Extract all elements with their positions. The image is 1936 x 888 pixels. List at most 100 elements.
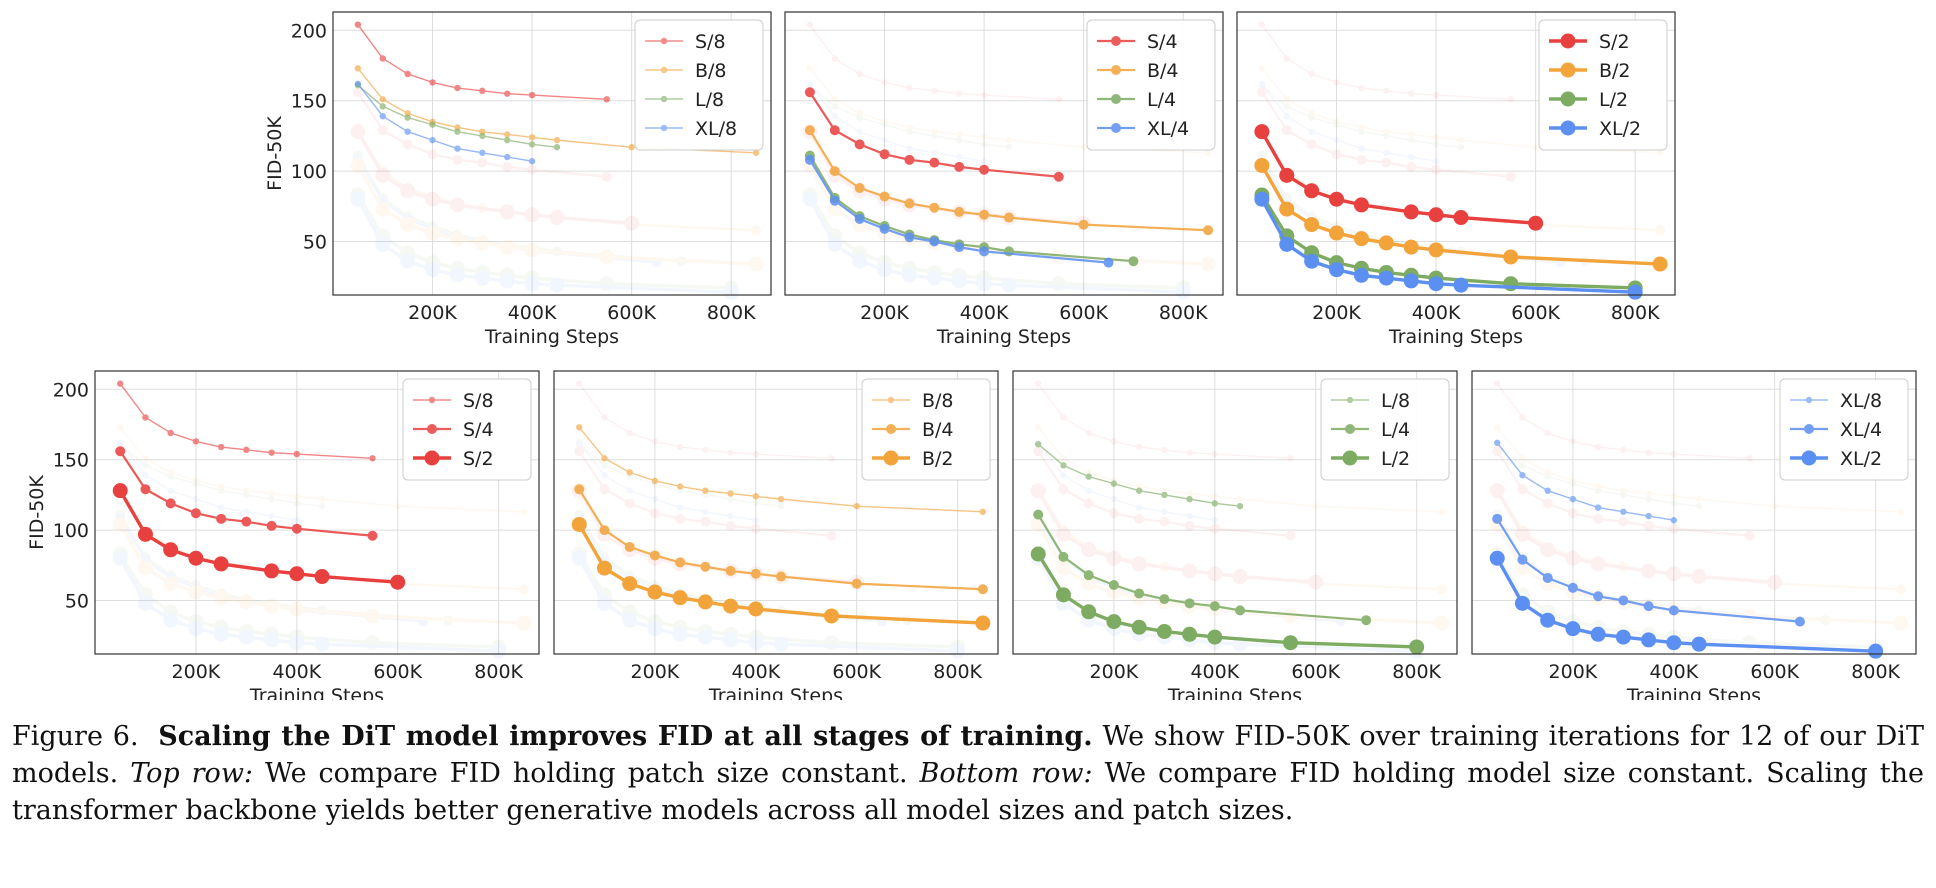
ghost-line (1496, 383, 1750, 459)
ghost-point (1258, 21, 1266, 28)
x-tick-label: 600K (832, 661, 881, 683)
ghost-point (394, 502, 401, 510)
ghost-point (601, 471, 608, 479)
plot-frame (1471, 370, 1917, 655)
data-point (289, 566, 305, 582)
data-point (1666, 635, 1682, 651)
data-point (1590, 626, 1606, 642)
x-tick-label: 600K (1750, 661, 1799, 683)
data-point (979, 164, 990, 175)
ghost-point (551, 246, 562, 257)
legend-marker (660, 124, 668, 132)
x-axis-label: Training Steps (1626, 685, 1761, 700)
ghost-point (1308, 114, 1315, 121)
x-tick-label: 600K (607, 302, 656, 324)
ghost-line (118, 557, 499, 653)
data-point (1593, 591, 1604, 602)
data-point (553, 136, 561, 144)
x-tick-label: 200K (172, 661, 221, 683)
x-tick-label: 400K (1190, 661, 1239, 683)
ghost-point (524, 207, 540, 223)
ghost-point (213, 590, 229, 606)
ghost-line (1495, 553, 1876, 649)
ghost-point (352, 125, 363, 136)
data-point (824, 608, 839, 624)
ghost-point (931, 149, 938, 156)
ghost-point (1256, 87, 1267, 98)
ghost-point (1494, 380, 1501, 387)
ghost-point (956, 136, 963, 144)
ghost-point (926, 270, 942, 286)
ghost-point (827, 201, 843, 217)
series-S-8 (354, 21, 610, 103)
data-point (879, 191, 890, 202)
plot-frame (94, 370, 540, 655)
legend-item (413, 424, 451, 434)
legend-label: S/8 (463, 390, 494, 412)
ghost-line (578, 442, 756, 521)
legend-item (872, 424, 910, 434)
data-point (829, 195, 840, 206)
data-point (1670, 517, 1678, 524)
ghost-point (622, 604, 638, 620)
ghost-point (1492, 484, 1503, 495)
ghost-point (748, 256, 764, 272)
ghost-point (1897, 508, 1905, 515)
data-point (528, 158, 536, 165)
ghost-point (1542, 498, 1553, 509)
ghost-point (1457, 136, 1465, 144)
ghost-point (1258, 80, 1266, 88)
ghost-point (1308, 110, 1315, 117)
data-point (1517, 554, 1528, 565)
data-point (750, 568, 761, 579)
legend: S/8 S/4 S/2 (402, 378, 532, 481)
ghost-point (856, 70, 863, 78)
data-point (1361, 615, 1372, 626)
ghost-point (268, 495, 275, 503)
ghost-point (520, 508, 528, 515)
data-point (264, 563, 280, 579)
data-point (1652, 256, 1668, 272)
ghost-point (1514, 560, 1530, 576)
ghost-point (499, 204, 515, 220)
ghost-line (808, 194, 1184, 290)
data-point (1254, 157, 1270, 173)
ghost-point (1184, 565, 1195, 576)
ghost-line (1496, 514, 1826, 622)
ghost-point (1645, 495, 1652, 503)
ghost-line (356, 198, 732, 294)
data-point (1494, 439, 1501, 447)
ghost-point (1358, 145, 1365, 152)
ghost-point (647, 614, 663, 630)
data-point (1409, 639, 1425, 655)
ghost-line (1037, 383, 1291, 459)
data-point (1492, 513, 1503, 524)
ghost-point (425, 191, 441, 207)
ghost-line (1260, 155, 1586, 263)
data-point (1567, 582, 1578, 593)
x-tick-label: 600K (1291, 661, 1340, 683)
ghost-point (377, 192, 388, 203)
data-point (879, 223, 890, 234)
ghost-point (1135, 443, 1143, 451)
ghost-line (356, 130, 632, 225)
ghost-point (1331, 149, 1342, 160)
legend-marker (1560, 120, 1576, 136)
data-point (404, 128, 411, 135)
ghost-point (1594, 487, 1602, 494)
data-point (1035, 441, 1042, 448)
ghost-line (356, 194, 732, 290)
x-axis-label: Training Steps (1388, 326, 1523, 348)
ghost-point (1408, 153, 1415, 161)
ghost-point (524, 242, 540, 258)
ghost-point (1159, 561, 1170, 572)
ghost-point (112, 550, 128, 566)
ghost-point (163, 612, 179, 628)
legend-label: B/2 (1599, 60, 1631, 82)
ghost-point (551, 212, 562, 223)
data-point (528, 134, 536, 141)
ghost-point (856, 128, 863, 135)
ghost-point (425, 255, 441, 271)
ghost-point (702, 446, 709, 454)
x-axis-label: Training Steps (708, 685, 843, 700)
